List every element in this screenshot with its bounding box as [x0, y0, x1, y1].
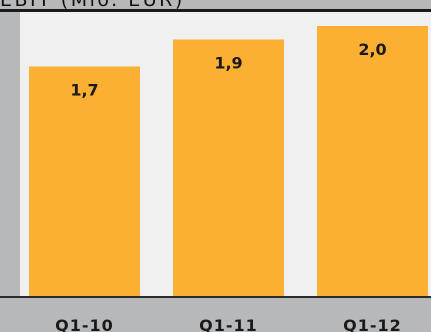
value-label-q1-12: 2,0	[358, 40, 386, 59]
value-label-q1-10: 1,7	[70, 81, 98, 100]
bar-q1-12	[317, 26, 428, 296]
value-label-q1-11: 1,9	[214, 54, 242, 73]
x-tick-label-q1-10: Q1-10	[55, 316, 114, 332]
bars-group: 1,7 1,9 2,0	[29, 26, 428, 296]
bar-q1-11	[173, 39, 284, 296]
tick-labels-group: Q1-10 Q1-11 Q1-12	[55, 316, 402, 332]
top-rule	[0, 9, 431, 12]
bar-q1-10	[29, 66, 140, 296]
x-axis-rule	[0, 296, 431, 298]
x-tick-label-q1-12: Q1-12	[343, 316, 402, 332]
x-tick-label-q1-11: Q1-11	[199, 316, 258, 332]
chart-title: EBIT (Mio. EUR)	[0, 0, 185, 11]
